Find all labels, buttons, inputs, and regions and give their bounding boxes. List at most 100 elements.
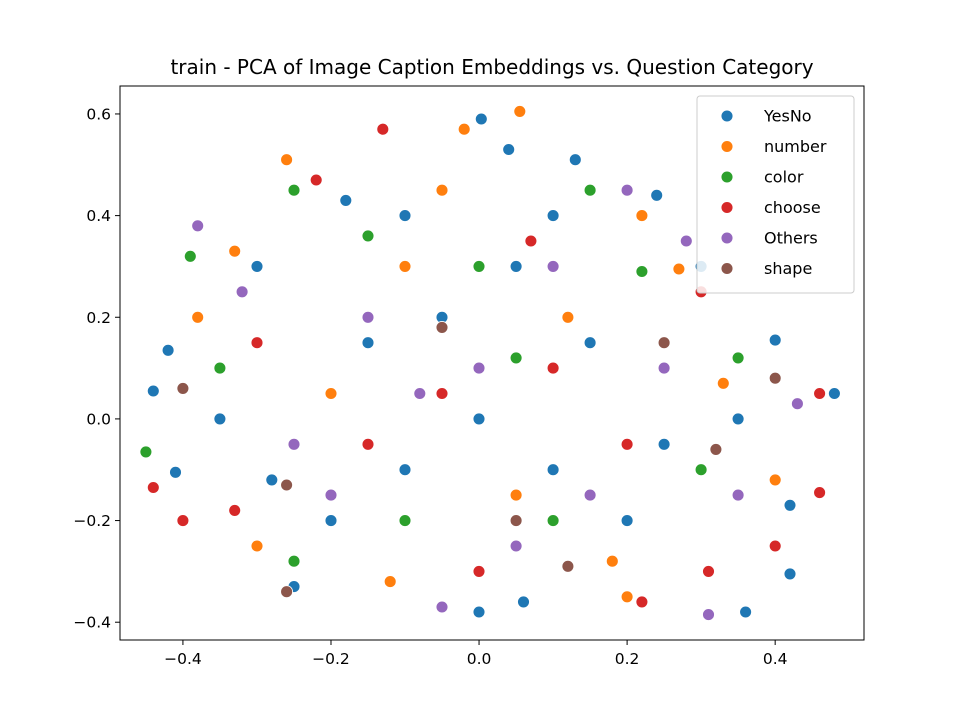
point-color (583, 183, 597, 197)
point-others (361, 310, 375, 324)
point-number (605, 554, 619, 568)
point-number (561, 310, 575, 324)
point-shape (768, 371, 782, 385)
point-others (702, 608, 715, 622)
y-tick-label: 0.4 (86, 207, 111, 225)
x-axis: −0.4 −0.2 0.0 0.2 0.4 (164, 640, 787, 668)
legend-label-choose: choose (764, 198, 821, 217)
point-others (790, 397, 804, 411)
point-yesno (650, 188, 664, 202)
point-yesno (472, 412, 486, 426)
y-tick-label: 0.0 (86, 410, 111, 428)
point-choose (702, 564, 715, 578)
point-choose (813, 486, 827, 500)
point-color (546, 514, 560, 528)
point-others (435, 600, 449, 614)
point-yesno (250, 259, 264, 273)
y-tick-label: −0.4 (73, 614, 111, 632)
point-others (620, 183, 634, 197)
x-tick-label: 0.4 (763, 650, 788, 668)
point-others (546, 259, 560, 273)
point-others (287, 437, 301, 451)
point-shape (657, 336, 671, 350)
point-choose (228, 503, 242, 517)
point-number (398, 259, 412, 273)
point-others (324, 488, 338, 502)
point-number (435, 183, 449, 197)
legend-label-color: color (764, 168, 804, 187)
point-choose (768, 539, 782, 553)
point-color (287, 183, 301, 197)
point-others (679, 234, 693, 248)
y-tick-label: 0.6 (86, 105, 111, 123)
point-others (731, 488, 745, 502)
point-yesno (474, 112, 488, 126)
legend-box (696, 95, 855, 294)
point-color (287, 554, 301, 568)
point-number (324, 387, 338, 400)
point-yesno (398, 463, 412, 477)
legend-marker-shape (720, 262, 734, 275)
point-yesno (213, 412, 227, 426)
point-color (183, 249, 197, 263)
y-axis: −0.4 −0.2 0.0 0.2 0.4 0.6 (73, 105, 120, 632)
points-layer (139, 104, 841, 622)
point-yesno (583, 336, 597, 350)
point-shape (280, 585, 294, 599)
point-yesno (472, 605, 486, 619)
point-yesno (620, 514, 634, 528)
point-number (280, 153, 294, 167)
point-color (635, 265, 649, 278)
point-yesno (739, 605, 753, 619)
y-tick-label: 0.2 (86, 309, 111, 327)
legend: YesNo number color choose Others shape (696, 95, 855, 294)
legend-marker-color (720, 170, 734, 184)
point-choose (472, 564, 486, 578)
legend-marker-others (720, 231, 734, 245)
point-shape (435, 320, 449, 334)
legend-label-shape: shape (764, 259, 812, 278)
legend-marker-choose (720, 201, 734, 214)
point-yesno (546, 463, 560, 477)
point-yesno (398, 209, 412, 223)
point-color (472, 259, 486, 273)
point-others (413, 387, 427, 400)
point-choose (524, 234, 538, 248)
point-yesno (768, 333, 782, 347)
point-choose (250, 336, 264, 350)
point-shape (561, 559, 575, 573)
point-number (250, 539, 264, 553)
point-yesno (339, 193, 353, 207)
point-choose (546, 361, 560, 375)
y-tick-label: −0.2 (73, 512, 111, 530)
point-yesno (169, 465, 182, 479)
point-choose (813, 387, 827, 400)
point-yesno (502, 143, 516, 156)
point-others (657, 361, 671, 375)
legend-marker-yesno (720, 109, 734, 123)
point-number (191, 310, 205, 324)
x-tick-label: −0.2 (312, 650, 350, 668)
point-choose (635, 595, 649, 609)
point-yesno (657, 437, 671, 451)
point-yesno (731, 412, 745, 426)
point-yesno (783, 498, 797, 512)
point-yesno (161, 343, 175, 357)
point-yesno (783, 567, 797, 581)
point-choose (146, 481, 160, 494)
point-color (694, 463, 708, 477)
point-others (191, 219, 205, 233)
point-choose (376, 122, 390, 136)
point-choose (620, 437, 634, 451)
point-shape (709, 442, 723, 456)
point-number (768, 473, 782, 487)
point-number (620, 590, 634, 604)
point-choose (176, 514, 190, 528)
series-color (139, 183, 745, 568)
point-number (716, 376, 730, 390)
point-shape (176, 381, 190, 395)
point-yesno (509, 259, 523, 273)
point-color (731, 351, 745, 365)
legend-label-number: number (764, 137, 827, 156)
